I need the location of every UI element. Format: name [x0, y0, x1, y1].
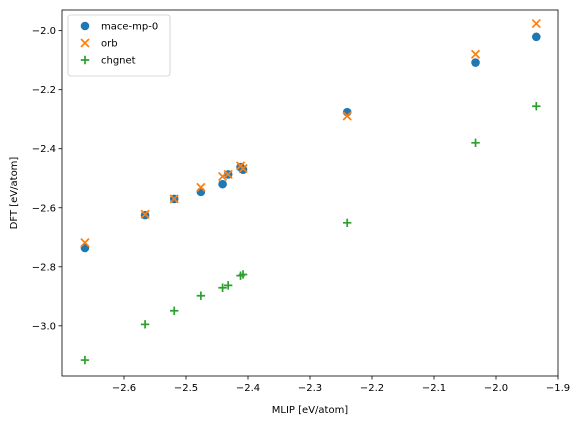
data-point	[140, 320, 150, 329]
x-tick-label: −2.6	[112, 383, 136, 394]
legend-label: mace-mp-0	[101, 22, 158, 33]
y-tick-label: −2.2	[32, 85, 56, 96]
data-point	[342, 111, 352, 121]
data-point	[532, 102, 541, 111]
data-point	[218, 283, 227, 292]
data-point	[140, 209, 150, 219]
series-chgnet	[80, 102, 541, 365]
x-tick-label: −2.3	[298, 383, 322, 394]
data-point	[470, 49, 481, 59]
x-tick-label: −2.2	[360, 383, 384, 394]
data-point	[80, 355, 90, 365]
data-point	[238, 163, 248, 174]
legend-box	[67, 14, 171, 77]
series-orb	[80, 18, 541, 248]
y-axis-ticks: −3.0 −2.8 −2.6 −2.4 −2.2 −2.0	[32, 26, 62, 332]
x-tick-label: −1.9	[546, 383, 570, 394]
y-tick-label: −2.6	[32, 203, 56, 214]
legend-label: chgnet	[101, 56, 136, 67]
legend-marker	[80, 55, 90, 65]
data-point	[343, 218, 352, 228]
data-point	[223, 169, 233, 180]
legend-marker	[80, 38, 90, 48]
x-axis-ticks: −2.6 −2.5 −2.4 −2.3 −2.2 −2.1 −2.0 −1.9	[112, 376, 570, 394]
data-point	[238, 270, 248, 279]
data-point	[196, 182, 206, 192]
legend-item: mace-mp-0	[80, 21, 158, 33]
y-tick-label: −2.8	[32, 262, 56, 273]
y-tick-label: −3.0	[32, 321, 56, 332]
legend-label: orb	[101, 39, 118, 50]
x-tick-label: −2.4	[236, 383, 260, 394]
data-point	[170, 306, 179, 315]
x-axis-label: MLIP [eV/atom]	[272, 405, 349, 416]
data-point	[471, 138, 480, 148]
data-point	[217, 171, 228, 182]
data-point	[218, 179, 227, 189]
data-point	[471, 58, 480, 67]
legend: mace-mp-0 orb chgnet	[67, 14, 171, 77]
data-point	[196, 187, 206, 197]
legend-item: orb	[80, 38, 118, 50]
data-point	[223, 281, 233, 290]
x-tick-label: −2.5	[174, 383, 198, 394]
x-tick-label: −2.1	[422, 383, 446, 394]
legend-marker	[80, 21, 90, 31]
y-tick-label: −2.0	[32, 26, 56, 37]
data-markers	[80, 18, 541, 365]
y-tick-label: −2.4	[32, 144, 56, 155]
x-tick-label: −2.0	[484, 383, 508, 394]
data-point	[169, 194, 179, 204]
data-point	[196, 291, 206, 300]
legend-item: chgnet	[80, 55, 136, 67]
y-axis-label: DFT [eV/atom]	[9, 157, 20, 230]
data-point	[531, 18, 541, 29]
data-point	[532, 32, 541, 42]
data-point	[80, 237, 90, 248]
